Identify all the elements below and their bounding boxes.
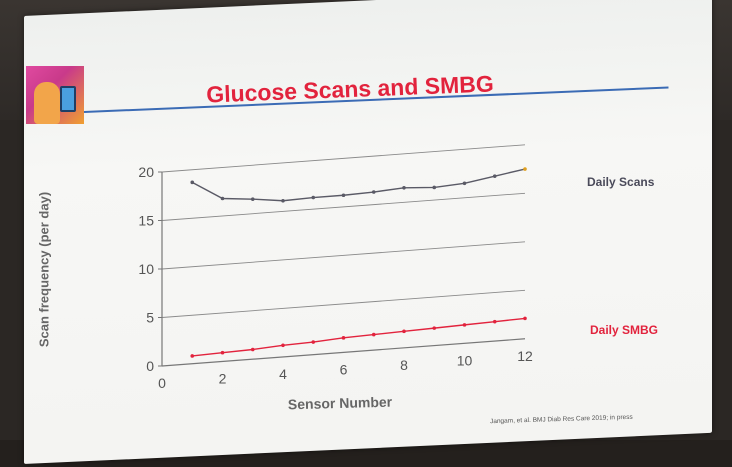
daily-smbg-point (250, 347, 255, 352)
legend-daily-smbg: Daily SMBG (590, 323, 659, 337)
person-figure-icon (34, 82, 60, 124)
x-tick-label: 4 (279, 366, 287, 382)
daily-scans-point (311, 195, 316, 200)
x-tick-label: 2 (219, 370, 227, 386)
slide-logo (26, 66, 84, 124)
daily-smbg-point (402, 329, 406, 334)
daily-smbg-point (462, 323, 467, 327)
x-axis-label: Sensor Number (287, 393, 393, 413)
x-tick-label: 8 (400, 357, 408, 373)
daily-smbg-point (281, 343, 285, 348)
daily-scans-point (432, 185, 437, 190)
daily-smbg-point (371, 332, 376, 337)
y-tick-labels: 0 5 10 15 20 (138, 164, 162, 374)
daily-scans-point (492, 174, 497, 178)
gridline (161, 289, 526, 318)
x-tick-label: 12 (517, 348, 533, 364)
x-tick-label: 10 (457, 352, 473, 368)
x-tick-labels: 0 2 4 6 8 10 12 (158, 348, 533, 391)
daily-scans-point (371, 190, 376, 194)
y-tick-label: 20 (138, 164, 154, 180)
x-tick-label: 6 (340, 361, 348, 377)
y-axis-label: Scan frequency (per day) (36, 191, 52, 348)
gridline (161, 192, 526, 221)
daily-scans-point (341, 193, 346, 198)
x-tick-label: 0 (158, 375, 166, 391)
daily-scans-point (220, 196, 225, 201)
daily-smbg-point (432, 326, 437, 330)
daily-smbg-point (311, 340, 316, 344)
daily-scans-point (250, 197, 255, 201)
series-lines (190, 167, 527, 358)
grid-lines (161, 144, 526, 318)
gridline (161, 144, 526, 173)
daily-scans-point (523, 167, 527, 171)
daily-smbg-point (523, 316, 527, 321)
daily-smbg-point (492, 319, 497, 324)
daily-smbg-point (341, 336, 346, 340)
daily-smbg-line (192, 317, 526, 357)
x-axis-line (161, 338, 526, 367)
y-tick-label: 5 (146, 310, 154, 326)
daily-scans-point (462, 181, 467, 186)
daily-scans-point (281, 198, 285, 203)
y-tick-label: 0 (146, 358, 154, 374)
daily-smbg-point (190, 354, 195, 358)
daily-smbg-point (220, 350, 225, 355)
y-tick-label: 10 (138, 261, 154, 277)
legend-daily-scans: Daily Scans (587, 175, 655, 189)
daily-scans-point (402, 186, 406, 190)
daily-scans-point (190, 180, 195, 185)
y-tick-label: 15 (138, 213, 154, 229)
phone-icon (60, 86, 76, 112)
gridline (161, 241, 526, 270)
daily-scans-line (191, 168, 526, 202)
